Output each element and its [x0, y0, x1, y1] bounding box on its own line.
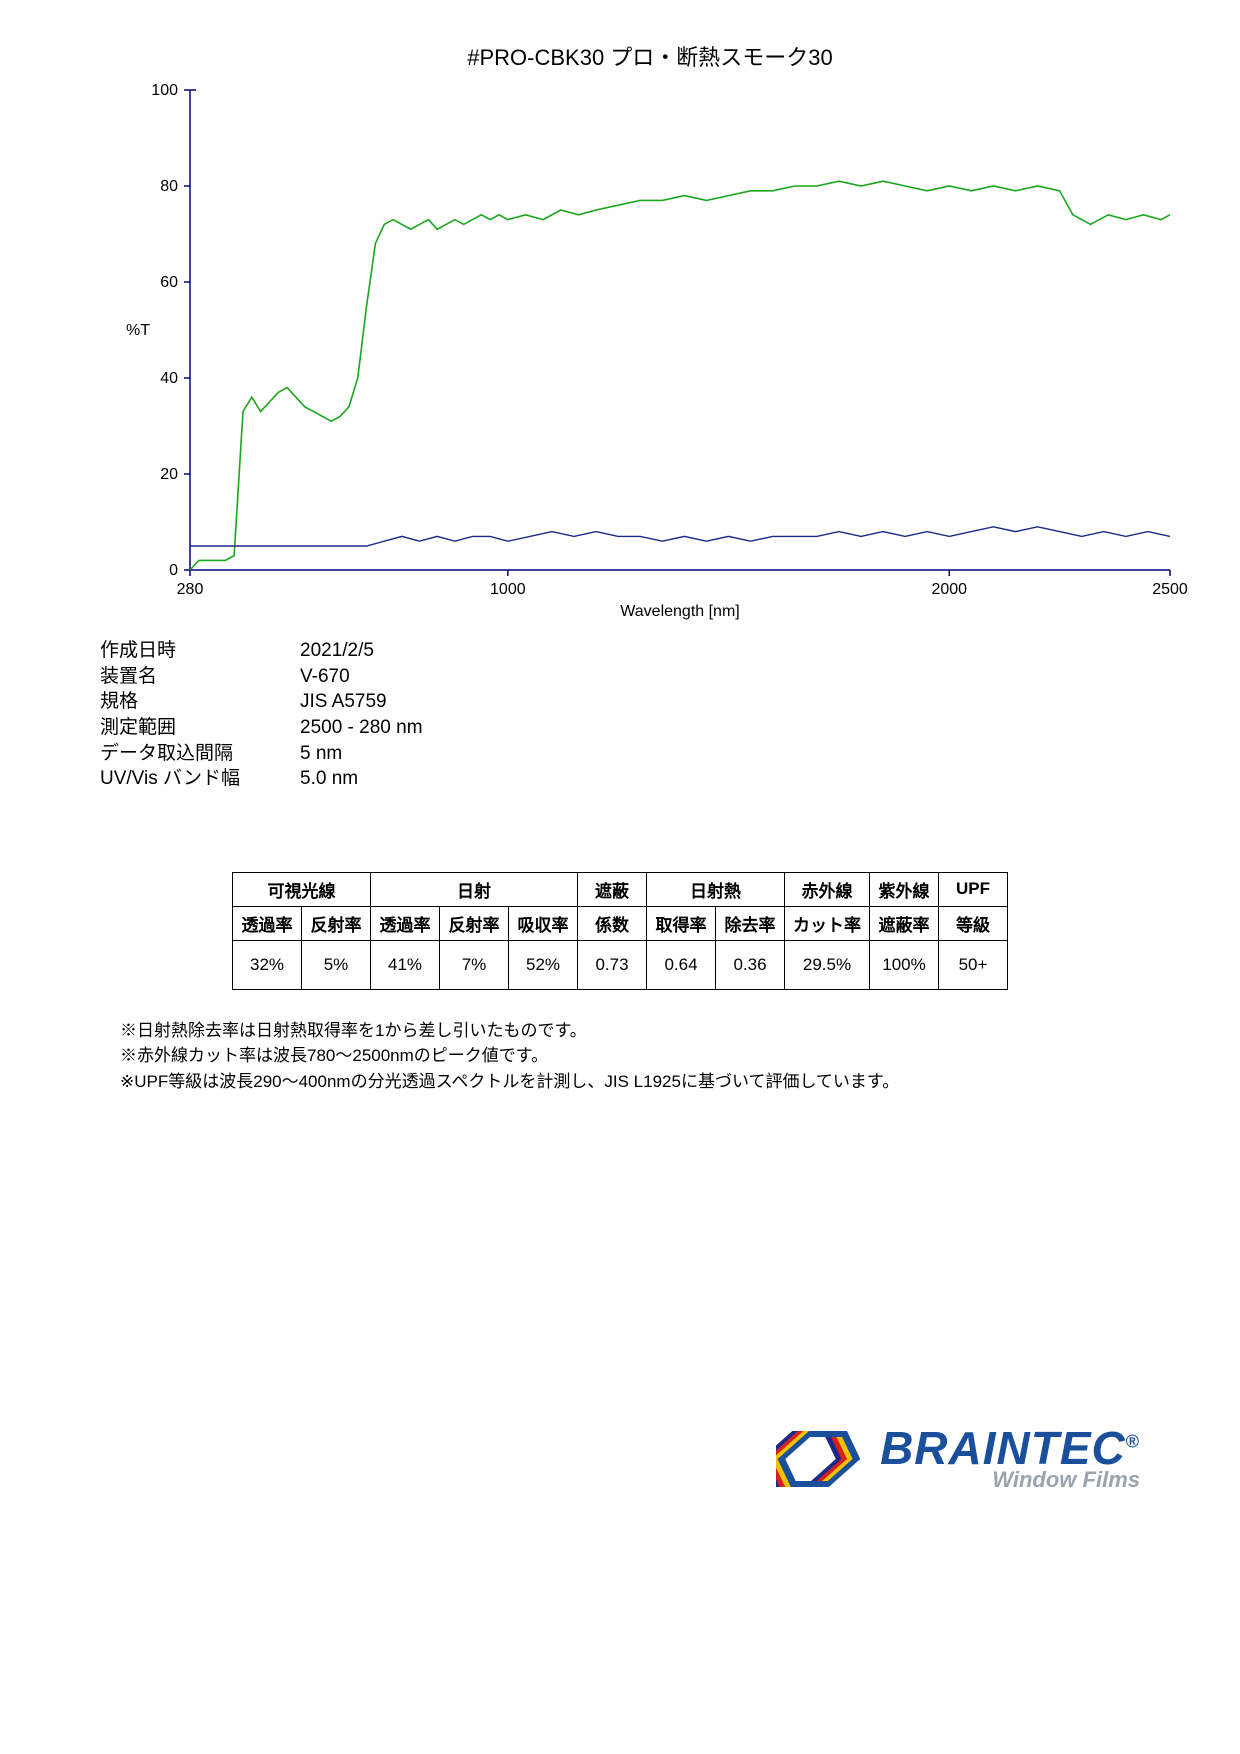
- svg-text:2000: 2000: [931, 581, 967, 598]
- meta-label: 作成日時: [100, 638, 300, 664]
- svg-text:%T: %T: [126, 322, 150, 339]
- table-header-group: 赤外線: [785, 872, 870, 906]
- table-cell: 41%: [371, 940, 440, 989]
- meta-label: 規格: [100, 689, 300, 715]
- table-cell: 0.64: [647, 940, 716, 989]
- table-header: 透過率: [371, 906, 440, 940]
- meta-label: 装置名: [100, 664, 300, 690]
- svg-text:1000: 1000: [490, 581, 526, 598]
- footnotes: ※日射熱除去率は日射熱取得率を1から差し引いたものです。※赤外線カット率は波長7…: [120, 1018, 1180, 1095]
- meta-value: JIS A5759: [300, 689, 387, 715]
- meta-value: 2021/2/5: [300, 638, 374, 664]
- svg-text:2500: 2500: [1152, 581, 1188, 598]
- meta-label: 測定範囲: [100, 715, 300, 741]
- table-header-group: 日射: [371, 872, 578, 906]
- table-header: 遮蔽率: [870, 906, 939, 940]
- meta-value: 2500 - 280 nm: [300, 715, 423, 741]
- brand-logo: BRAINTEC® Window Films: [776, 1424, 1140, 1494]
- spectrum-chart: 0 20 40 60 80 100 280 1000 2000 2500 Wavelength [n…: [120, 80, 1190, 620]
- svg-text:20: 20: [160, 466, 178, 483]
- meta-value: 5.0 nm: [300, 766, 358, 792]
- svg-text:Wavelength [nm]: Wavelength [nm]: [620, 603, 739, 620]
- table-header: カット率: [785, 906, 870, 940]
- meta-label: UV/Vis バンド幅: [100, 766, 300, 792]
- footnote-line: ※赤外線カット率は波長780～2500nmのピーク値です。: [120, 1043, 1180, 1069]
- table-cell: 52%: [509, 940, 578, 989]
- chart-title: #PRO-CBK30 プロ・断熱スモーク30: [120, 40, 1180, 72]
- meta-value: V-670: [300, 664, 350, 690]
- table-cell: 0.36: [716, 940, 785, 989]
- table-header: 除去率: [716, 906, 785, 940]
- svg-text:0: 0: [169, 562, 178, 579]
- logo-registered-icon: ®: [1126, 1432, 1140, 1452]
- logo-mark-icon: [776, 1424, 866, 1494]
- table-cell: 29.5%: [785, 940, 870, 989]
- table-header: 等級: [939, 906, 1008, 940]
- table-cell: 50+: [939, 940, 1008, 989]
- table-header-group: 紫外線: [870, 872, 939, 906]
- svg-text:60: 60: [160, 274, 178, 291]
- table-cell: 32%: [233, 940, 302, 989]
- table-header: 係数: [578, 906, 647, 940]
- chart-area: 020406080100280100020002500Wavelength [n…: [120, 80, 1180, 620]
- table-header: 吸収率: [509, 906, 578, 940]
- table-header-group: 遮蔽: [578, 872, 647, 906]
- svg-text:80: 80: [160, 178, 178, 195]
- metadata-block: 作成日時2021/2/5装置名V-670規格JIS A5759測定範囲2500 …: [100, 638, 1180, 792]
- svg-text:40: 40: [160, 370, 178, 387]
- table-cell: 100%: [870, 940, 939, 989]
- table-header: 取得率: [647, 906, 716, 940]
- table-header: 反射率: [440, 906, 509, 940]
- table-cell: 5%: [302, 940, 371, 989]
- svg-text:100: 100: [151, 82, 178, 99]
- footnote-line: ※日射熱除去率は日射熱取得率を1から差し引いたものです。: [120, 1018, 1180, 1044]
- table-header-group: 日射熱: [647, 872, 785, 906]
- meta-value: 5 nm: [300, 741, 342, 767]
- table-header-group: UPF: [939, 872, 1008, 906]
- properties-table: 可視光線日射遮蔽日射熱赤外線紫外線UPF透過率反射率透過率反射率吸収率係数取得率…: [232, 872, 1008, 990]
- footnote-line: ※UPF等級は波長290～400nmの分光透過スペクトルを計測し、JIS L19…: [120, 1069, 1180, 1095]
- table-header-group: 可視光線: [233, 872, 371, 906]
- meta-label: データ取込間隔: [100, 741, 300, 767]
- table-cell: 0.73: [578, 940, 647, 989]
- table-header: 反射率: [302, 906, 371, 940]
- table-header: 透過率: [233, 906, 302, 940]
- table-cell: 7%: [440, 940, 509, 989]
- svg-text:280: 280: [177, 581, 204, 598]
